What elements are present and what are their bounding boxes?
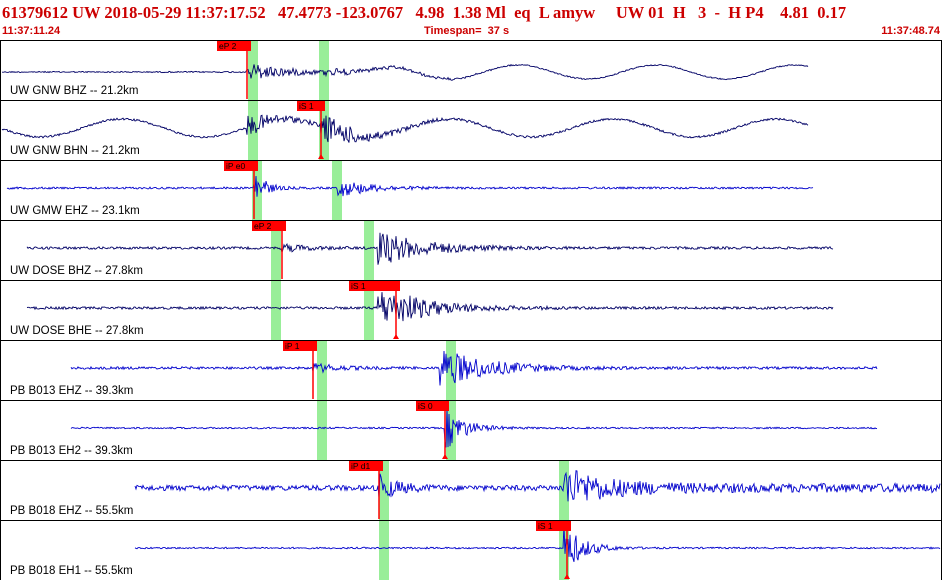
timespan-label: Timespan= 37 s [424,25,510,37]
start-time-label: 11:37:11.24 [2,25,61,37]
trace-panel[interactable]: iP 1 [0,340,942,401]
pick-window-band [271,221,281,280]
pick-marker-top [393,281,399,286]
pick-window-band [379,521,389,580]
station-label: PB B018 EHZ -- 55.5km [10,505,134,517]
pick-window-band [364,281,374,340]
pick-flag[interactable] [536,521,571,531]
panel-border [0,40,942,101]
pick-flag[interactable] [217,41,251,51]
station-label: UW GNW BHZ -- 21.2km [10,85,139,97]
waveform-trace [70,350,878,386]
pick-window-band [271,281,281,340]
pick-window-band [559,521,569,580]
trace-panel[interactable]: iS 1 [0,100,942,161]
pick-flag[interactable] [349,461,383,471]
panel-border [0,520,942,580]
header-bar: 61379612 UW 2018-05-29 11:37:17.52 47.47… [0,0,942,38]
trace-panel[interactable]: iS 1 [0,520,942,580]
station-label: UW DOSE BHE -- 27.8km [10,325,144,337]
waveform-trace [1,114,809,143]
panel-border [0,460,942,521]
waveform-trace [2,63,809,81]
pick-window-band [364,221,374,280]
pick-window-band [317,401,327,460]
pick-label: eP 2 [254,221,272,231]
panel-border [0,100,942,161]
panel-border [0,160,942,221]
pick-marker-top [442,401,448,406]
pick-label: iP 1 [285,341,300,351]
pick-flag[interactable] [416,401,449,411]
pick-flag[interactable] [349,281,400,291]
pick-label: iS 1 [538,521,553,531]
pick-window-band [319,101,329,160]
trace-panel[interactable]: iP e0 [0,160,942,221]
pick-window-band [379,461,389,520]
pick-marker-bottom [564,574,570,579]
pick-label: iS 1 [351,281,366,291]
pick-window-band [446,341,456,400]
pick-window-band [559,461,569,520]
waveform-trace [26,292,834,322]
pick-label: iS 1 [299,101,314,111]
pick-label: iP e0 [226,161,245,171]
station-label: PB B013 EH2 -- 39.3km [10,445,133,457]
pick-flag[interactable] [252,221,286,231]
pick-flag[interactable] [224,161,258,171]
waveform-trace [134,525,941,563]
trace-panel[interactable]: iP d1 [0,460,942,521]
pick-marker-bottom [318,154,324,159]
waveform-trace [6,175,814,197]
waveform-trace [134,470,941,502]
station-label: UW DOSE BHZ -- 27.8km [10,265,143,277]
pick-label: eP 2 [219,41,237,51]
pick-window-band [317,341,327,400]
event-title: 61379612 UW 2018-05-29 11:37:17.52 47.47… [2,3,847,22]
pick-marker-top [564,521,570,526]
station-label: UW GNW BHN -- 21.2km [10,145,140,157]
pick-marker-top [318,101,324,106]
pick-label: iS 0 [418,401,433,411]
trace-panel[interactable]: iS 0 [0,400,942,461]
pick-flag[interactable] [297,101,325,111]
station-label: UW GMW EHZ -- 23.1km [10,205,140,217]
station-label: PB B018 EH1 -- 55.5km [10,565,133,577]
pick-marker-bottom [393,334,399,339]
waveform-trace [70,407,878,448]
panel-border [0,340,942,401]
trace-panel[interactable]: eP 2 [0,40,942,101]
station-label: PB B013 EHZ -- 39.3km [10,385,134,397]
pick-label: iP d1 [351,461,370,471]
waveform-trace [26,232,834,265]
pick-marker-bottom [442,454,448,459]
pick-flag[interactable] [283,341,317,351]
end-time-label: 11:37:48.74 [881,25,940,37]
pick-window-band [319,41,329,100]
